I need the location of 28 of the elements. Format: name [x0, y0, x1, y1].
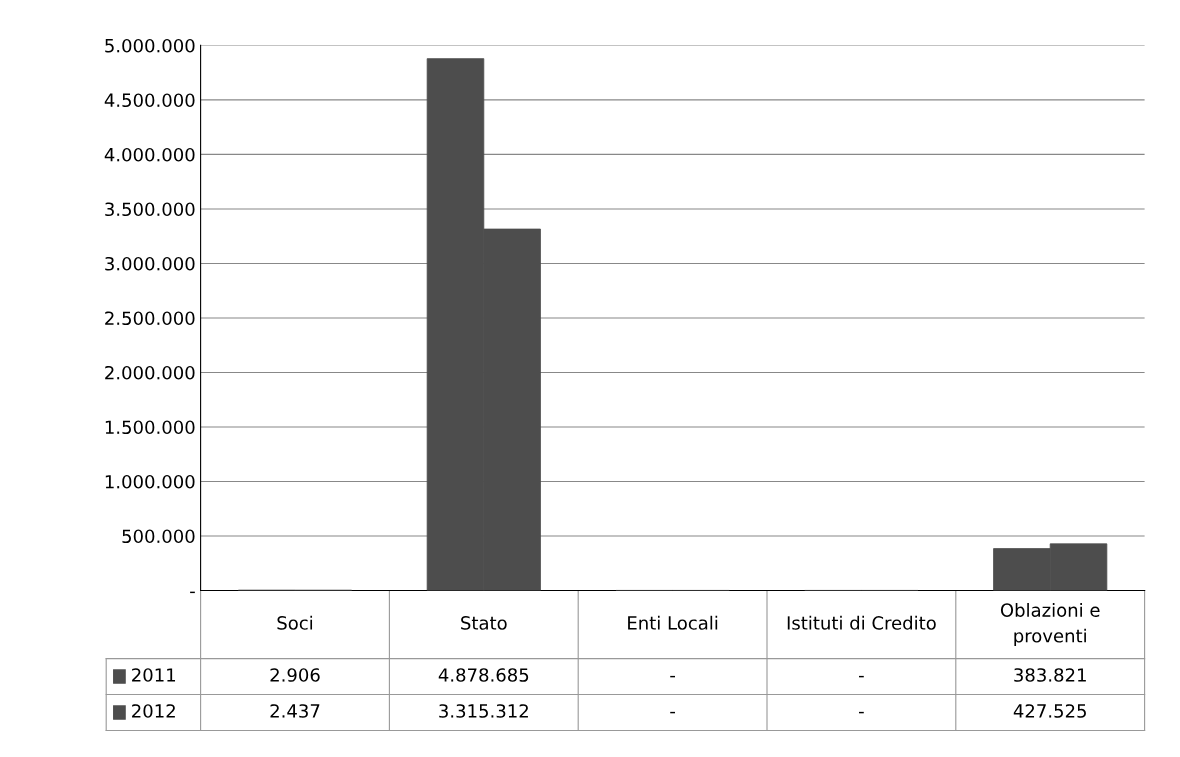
y-tick-label: - [190, 591, 195, 594]
data-label: - [670, 711, 675, 714]
x-tick-label: Soci [277, 615, 313, 630]
data-label: 4.878.685 [438, 668, 529, 682]
y-tick-label: 4.000.000 [104, 147, 195, 162]
data-label: 427.525 [1013, 704, 1086, 718]
y-tick-label: 5.000.000 [105, 38, 195, 53]
data-label: 2.437 [270, 704, 320, 718]
y-tick-label: 3.000.000 [105, 256, 195, 271]
y-tick-label: 2.000.000 [105, 365, 195, 380]
data-label: - [859, 711, 864, 714]
y-tick-label: 2.500.000 [105, 311, 195, 326]
x-tick-label: Istituti di Credito [787, 615, 936, 630]
y-tick-label: 500.000 [122, 529, 195, 544]
x-tick-label: Oblazioni e proventi [1000, 602, 1100, 647]
data-label: - [859, 675, 864, 678]
y-tick-label: 1.500.000 [105, 420, 195, 435]
y-tick-label: 4.500.000 [104, 93, 195, 108]
y-tick-label: 1.000.000 [105, 474, 195, 489]
legend-label: 2011 [132, 668, 176, 682]
data-label: 383.821 [1014, 668, 1086, 682]
data-label: 3.315.312 [439, 704, 528, 718]
y-tick-label: 3.500.000 [105, 202, 195, 217]
x-tick-label: Enti Locali [628, 615, 718, 630]
legend-label: 2012 [132, 704, 175, 718]
data-label: - [670, 675, 675, 678]
x-tick-label: Stato [461, 616, 507, 630]
data-label: 2.906 [270, 668, 320, 682]
